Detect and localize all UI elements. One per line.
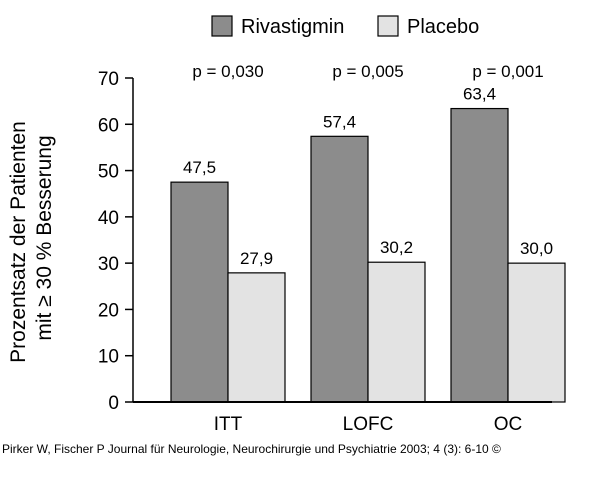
y-tick-label-60: 60 <box>98 115 119 136</box>
bar-rivastigmin-itt <box>170 181 229 403</box>
x-tick-label-lofc: LOFC <box>343 414 394 435</box>
data-label-rivastigmin-lofc: 57,4 <box>323 112 356 131</box>
data-label-placebo-oc: 30,0 <box>520 239 553 258</box>
legend-swatch-rivastigmin <box>211 15 233 37</box>
data-label-placebo-itt: 27,9 <box>240 249 273 268</box>
y-tick-label-30: 30 <box>98 254 119 275</box>
x-tick-label-itt: ITT <box>214 414 243 435</box>
bar-rivastigmin-lofc <box>310 135 369 403</box>
y-tick-label-50: 50 <box>98 162 119 183</box>
y-axis-title-line1: Prozentsatz der Patienten <box>7 121 30 363</box>
y-tick-label-10: 10 <box>98 347 119 368</box>
bar-placebo-itt <box>227 272 286 403</box>
legend-swatch-placebo <box>377 15 399 37</box>
bar-placebo-lofc <box>367 261 426 403</box>
data-label-rivastigmin-oc: 63,4 <box>463 85 496 104</box>
p-value-annotation-3: p = 0,001 <box>472 62 543 81</box>
p-value-annotation-1: p = 0,030 <box>192 62 263 81</box>
legend-label-rivastigmin: Rivastigmin <box>241 16 344 38</box>
x-tick-label-oc: OC <box>494 414 523 435</box>
bar-chart: 47,5 57,4 63,4 27,9 30,2 30,0 0 10 20 30 40 50 60 70 I… <box>7 15 566 435</box>
data-label-placebo-lofc: 30,2 <box>380 238 413 257</box>
y-axis-title-line2: mit ≥ 30 % Besserung <box>33 135 56 340</box>
bar-placebo-oc <box>507 262 566 403</box>
bar-rivastigmin-oc <box>450 107 509 403</box>
legend-label-placebo: Placebo <box>407 16 479 38</box>
y-tick-label-0: 0 <box>108 393 119 414</box>
y-tick-label-20: 20 <box>98 300 119 321</box>
data-label-rivastigmin-itt: 47,5 <box>183 158 216 177</box>
source-caption: Pirker W, Fischer P Journal für Neurolog… <box>2 442 501 456</box>
y-tick-label-40: 40 <box>98 208 119 229</box>
y-tick-label-70: 70 <box>98 69 119 90</box>
p-value-annotation-2: p = 0,005 <box>332 62 403 81</box>
